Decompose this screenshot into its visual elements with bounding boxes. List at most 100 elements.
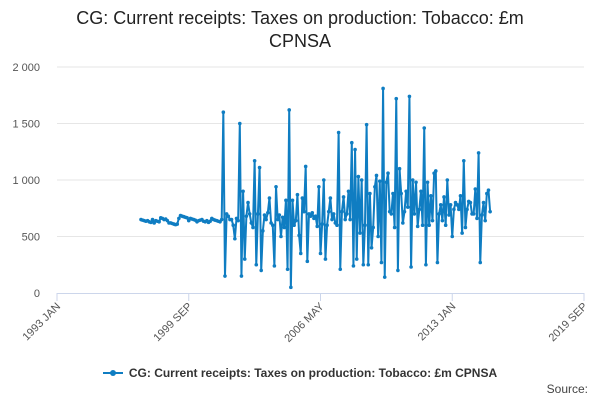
data-point [185,216,189,220]
data-point [361,262,366,267]
data-point [442,195,446,199]
data-point [259,268,264,273]
y-tick-label: 1 000 [12,175,40,187]
data-point [410,178,415,182]
y-tick-label: 500 [22,232,40,244]
y-tick-label: 2 000 [12,62,40,74]
data-point [447,213,451,217]
data-point [420,223,425,227]
data-point [308,214,313,218]
data-point [323,257,328,261]
data-point [328,196,333,200]
data-point [284,198,288,203]
series-group [139,86,492,290]
data-point [348,217,352,222]
data-point [401,221,405,225]
y-tick-label: 0 [34,288,40,300]
data-point [157,220,161,224]
data-point [266,210,270,215]
data-point [272,264,277,268]
x-tick-label: 1993 JAN [20,301,63,344]
data-point [422,126,427,130]
data-point [256,212,260,216]
data-point [236,218,240,223]
data-point [392,225,397,230]
data-point [463,225,468,230]
data-point [369,246,374,250]
data-point [468,200,473,205]
data-point [430,218,435,223]
x-tick-label: 2006 MAY [282,300,327,345]
data-point [471,212,476,216]
data-point [382,275,387,279]
data-point [274,184,278,189]
data-point [483,218,487,223]
y-axis-tick-labels: 0 500 1 000 1 500 2 000 [12,62,40,300]
data-point [384,180,389,185]
data-point [325,223,329,227]
x-axis: 1993 JAN 1999 SEP 2006 MAY 2013 JAN 2019 SEP [20,293,590,345]
data-point [177,216,181,221]
data-point [315,224,320,229]
data-point [262,213,267,217]
data-point [349,140,354,145]
data-point [340,209,344,214]
data-point [303,164,308,169]
grid-lines [57,66,584,237]
data-point [231,223,236,227]
data-point [376,234,380,239]
data-point [219,217,224,222]
data-point [465,207,469,212]
data-point [149,220,153,225]
data-point [455,203,459,207]
data-point [336,130,341,135]
data-point [458,194,463,198]
data-point [252,158,257,163]
data-point [412,212,417,216]
data-point [389,212,394,216]
data-point [397,166,402,171]
data-point [461,158,466,163]
data-point [391,191,395,196]
data-point [404,189,408,194]
data-point [409,265,413,269]
data-point [294,218,298,223]
data-point [358,231,362,235]
data-point [414,180,418,185]
data-point [448,203,453,207]
legend[interactable]: CG: Current receipts: Taxes on productio… [0,366,600,380]
data-point [396,268,400,273]
data-point [478,260,483,265]
data-point [295,192,300,197]
legend-swatch-icon [102,368,123,378]
data-point [440,218,445,223]
data-point [331,212,336,216]
data-point [282,225,287,230]
data-point [292,223,296,227]
series-line [140,87,492,289]
data-point [150,217,155,222]
data-point [460,231,464,235]
data-point [330,217,334,222]
data-point [244,214,249,218]
data-point [405,205,410,209]
data-point [354,257,359,261]
legend-dot [109,370,116,376]
x-tick-label: 2013 JAN [416,301,459,344]
data-point [481,200,486,205]
x-tick-label: 2019 SEP [547,301,591,345]
data-point [379,260,384,265]
data-point [386,171,390,176]
data-point [425,180,430,185]
data-point [254,262,259,267]
data-point [473,187,478,191]
data-point [341,195,346,199]
data-point [223,274,227,278]
data-point [356,174,361,179]
data-point [270,223,275,227]
data-point [302,209,306,214]
data-point [229,217,234,222]
data-point [402,209,407,214]
data-point [475,216,479,221]
